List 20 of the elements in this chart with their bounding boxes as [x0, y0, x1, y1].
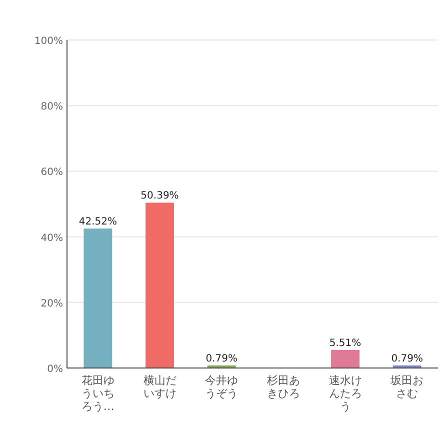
y-tick-label: 0%	[47, 364, 63, 375]
data-label: 42.52%	[78, 216, 117, 228]
y-tick-label: 80%	[40, 102, 63, 113]
bar	[84, 228, 112, 368]
data-label: 0.79%	[391, 353, 423, 364]
x-tick-label: 花田ゆういちろう…	[81, 374, 114, 413]
x-tick-label: 杉田あきひろ	[266, 374, 300, 400]
x-tick-label: 横山だいすけ	[143, 374, 176, 400]
bar	[331, 350, 360, 368]
x-tick-label: 今井ゆうぞう	[205, 374, 238, 400]
data-label: 5.51%	[329, 338, 362, 349]
y-tick-label: 100%	[34, 36, 63, 47]
bar	[146, 202, 174, 368]
x-tick-label: 速水けんたろう	[328, 374, 362, 413]
y-tick-label: 20%	[40, 298, 63, 310]
data-label: 0.79%	[206, 353, 238, 364]
x-tick-label: 坂田おさむ	[390, 374, 424, 400]
y-tick-label: 40%	[40, 232, 63, 244]
y-tick-label: 60%	[40, 167, 63, 178]
data-label: 50.39%	[140, 190, 179, 202]
